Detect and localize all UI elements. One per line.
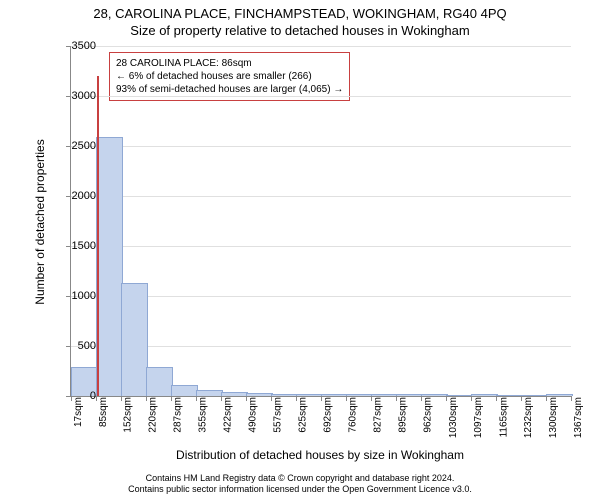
xtick-mark bbox=[96, 396, 97, 401]
xtick-mark bbox=[471, 396, 472, 401]
ytick-label: 2500 bbox=[56, 140, 96, 152]
annotation-line: 93% of semi-detached houses are larger (… bbox=[116, 83, 343, 96]
annotation-line: ← 6% of detached houses are smaller (266… bbox=[116, 70, 343, 83]
chart-subtitle: Size of property relative to detached ho… bbox=[0, 21, 600, 38]
histogram-bar bbox=[321, 394, 348, 396]
histogram-bar bbox=[521, 395, 548, 396]
xtick-mark bbox=[546, 396, 547, 401]
chart-title: 28, CAROLINA PLACE, FINCHAMPSTEAD, WOKIN… bbox=[0, 0, 600, 21]
ytick-label: 3000 bbox=[56, 90, 96, 102]
x-axis-label: Distribution of detached houses by size … bbox=[70, 448, 570, 462]
footer-line2: Contains public sector information licen… bbox=[0, 484, 600, 496]
xtick-mark bbox=[571, 396, 572, 401]
footer-attribution: Contains HM Land Registry data © Crown c… bbox=[0, 473, 600, 496]
xtick-mark bbox=[446, 396, 447, 401]
gridline bbox=[71, 246, 571, 247]
histogram-bar bbox=[146, 367, 173, 396]
xtick-mark bbox=[496, 396, 497, 401]
ytick-label: 1000 bbox=[56, 290, 96, 302]
histogram-bar bbox=[171, 385, 198, 396]
histogram-bar bbox=[446, 395, 473, 396]
gridline bbox=[71, 146, 571, 147]
histogram-bar bbox=[496, 395, 523, 396]
ytick-label: 1500 bbox=[56, 240, 96, 252]
histogram-bar bbox=[346, 394, 373, 396]
histogram-bar bbox=[196, 390, 223, 396]
gridline bbox=[71, 46, 571, 47]
histogram-bar bbox=[396, 394, 423, 396]
ytick-label: 3500 bbox=[56, 40, 96, 52]
y-axis-label: Number of detached properties bbox=[33, 122, 47, 322]
ytick-label: 2000 bbox=[56, 190, 96, 202]
histogram-bar bbox=[271, 394, 298, 396]
histogram-bar bbox=[371, 394, 398, 396]
property-marker bbox=[97, 76, 99, 396]
histogram-bar bbox=[246, 393, 273, 396]
histogram-bar bbox=[121, 283, 148, 396]
footer-line1: Contains HM Land Registry data © Crown c… bbox=[0, 473, 600, 485]
annotation-line: 28 CAROLINA PLACE: 86sqm bbox=[116, 57, 343, 70]
histogram-bar bbox=[421, 394, 448, 396]
histogram-bar bbox=[296, 394, 323, 396]
gridline bbox=[71, 96, 571, 97]
plot-area: 28 CAROLINA PLACE: 86sqm← 6% of detached… bbox=[70, 46, 571, 397]
histogram-bar bbox=[221, 392, 248, 396]
histogram-bar bbox=[96, 137, 123, 396]
histogram-bar bbox=[471, 394, 498, 396]
ytick-label: 500 bbox=[56, 340, 96, 352]
histogram-bar bbox=[546, 394, 573, 396]
annotation-box: 28 CAROLINA PLACE: 86sqm← 6% of detached… bbox=[109, 52, 350, 101]
gridline bbox=[71, 196, 571, 197]
xtick-mark bbox=[521, 396, 522, 401]
chart-container: 28, CAROLINA PLACE, FINCHAMPSTEAD, WOKIN… bbox=[0, 0, 600, 500]
